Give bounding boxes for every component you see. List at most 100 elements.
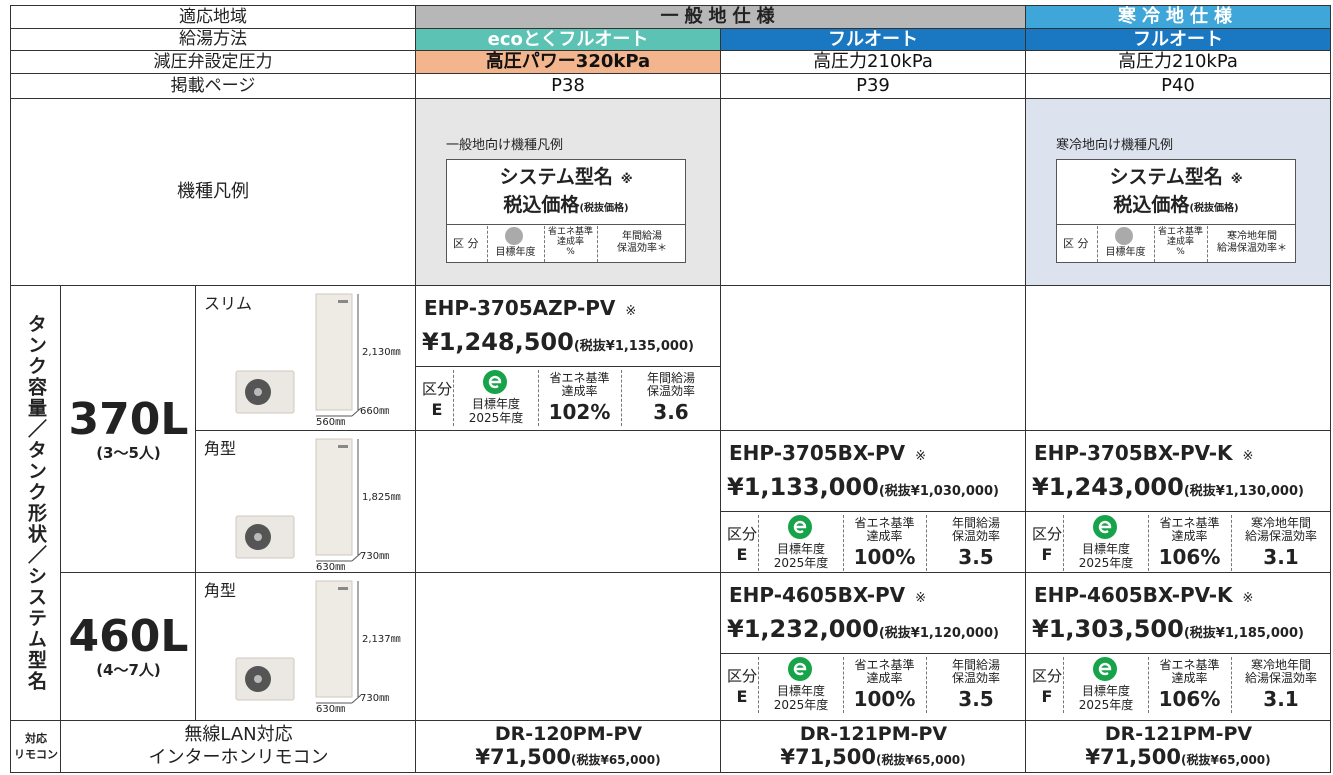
legend-name: システム型名 bbox=[1109, 166, 1223, 188]
unit-image bbox=[235, 438, 362, 562]
model-mark: ※ bbox=[915, 449, 927, 464]
model-price-row: ¥1,243,000(税抜¥1,130,000) bbox=[1032, 475, 1304, 499]
model-name: EHP-4605BX-PV-K bbox=[1034, 583, 1233, 607]
dash bbox=[1148, 657, 1149, 713]
model-cell: EHP-3705BX-PV ※ ¥1,133,000(税抜¥1,030,000) 区分… bbox=[720, 430, 1026, 573]
legend-price-row: 税込価格(税抜価格) bbox=[1057, 196, 1295, 215]
remote-price-ex: (税抜¥65,000) bbox=[571, 753, 661, 767]
dash bbox=[1231, 657, 1232, 713]
eco-icon bbox=[788, 657, 812, 681]
cell bbox=[720, 98, 1026, 286]
dash bbox=[487, 226, 488, 262]
divider bbox=[1057, 224, 1295, 225]
pressure-text: 高圧力210kPa bbox=[1118, 51, 1238, 72]
remote-desc: 無線LAN対応 bbox=[184, 724, 293, 745]
text: 寒冷地仕様 bbox=[1118, 6, 1238, 27]
legend-price-ex: (税抜価格) bbox=[1189, 203, 1239, 214]
unit-image bbox=[235, 293, 362, 417]
page-cell: P39 bbox=[720, 73, 1026, 99]
model-name: EHP-3705BX-PV bbox=[729, 441, 906, 465]
model-name-row: EHP-3705BX-PV ※ bbox=[729, 443, 926, 463]
page-text: P40 bbox=[1161, 75, 1195, 96]
page-cell: P40 bbox=[1025, 73, 1331, 99]
supply-text: ecoとくフルオート bbox=[487, 28, 649, 50]
dash bbox=[758, 515, 759, 571]
legend-mark: ※ bbox=[1230, 172, 1243, 186]
region-general: 一般地仕様 bbox=[415, 5, 1026, 29]
eco-e bbox=[1098, 662, 1112, 676]
model-mark: ※ bbox=[1242, 591, 1254, 606]
legend-cell: 一般地向け機種凡例 システム型名 ※ 税込価格(税抜価格) 区 分目標年度 省エネ基準 達成… bbox=[415, 98, 721, 286]
dash bbox=[621, 370, 622, 426]
cell: 減圧弁設定圧力 bbox=[10, 50, 416, 74]
page-text: P38 bbox=[551, 75, 585, 96]
tank-logo bbox=[338, 587, 348, 590]
remote-label: リモコン bbox=[14, 748, 58, 761]
text: 一般地仕様 bbox=[660, 6, 781, 27]
target-label: 目標年度 bbox=[471, 397, 520, 411]
remote-name: DR-121PM-PV bbox=[799, 723, 948, 745]
pressure-cell: 高圧力210kPa bbox=[720, 50, 1026, 74]
remote-price-ex: (税抜¥65,000) bbox=[876, 753, 966, 767]
eff-label: 保温効率 bbox=[951, 671, 1000, 685]
model-cell bbox=[415, 430, 721, 573]
dash bbox=[544, 226, 545, 262]
eff-value: 3.1 bbox=[1263, 545, 1299, 569]
legend-name-row: システム型名 ※ bbox=[447, 168, 685, 187]
page-text: P39 bbox=[856, 75, 890, 96]
model-cell bbox=[1025, 285, 1331, 431]
capacity-cell: 460L (4〜7人) bbox=[60, 572, 196, 721]
remote-price: ¥71,500 bbox=[475, 745, 571, 769]
eco-icon bbox=[1093, 515, 1117, 539]
legend-rate: 達成率 bbox=[1166, 237, 1194, 247]
shape: 角型 bbox=[204, 581, 237, 600]
eff-label: 年間給湯 bbox=[646, 371, 695, 385]
eff-label: 寒冷地年間 bbox=[1250, 658, 1311, 672]
legend-name: システム型名 bbox=[499, 166, 613, 188]
class-label: 区分 bbox=[727, 525, 758, 543]
eco-e bbox=[1098, 520, 1112, 534]
remote-cell: DR-120PM-PV ¥71,500(税抜¥65,000) bbox=[415, 720, 721, 773]
supply-cell: フルオート bbox=[720, 28, 1026, 51]
target-label: 目標年度 bbox=[776, 684, 825, 698]
model-cell: EHP-4605BX-PV-K ※ ¥1,303,500(税抜¥1,185,000)… bbox=[1025, 572, 1331, 721]
model-name-row: EHP-3705BX-PV-K ※ bbox=[1034, 443, 1253, 463]
legend-price: 税込価格 bbox=[1113, 194, 1190, 216]
dash bbox=[1231, 515, 1232, 571]
model-mark: ※ bbox=[915, 591, 927, 606]
pressure-text: 高圧パワー320kPa bbox=[485, 51, 651, 72]
supply-cell: フルオート bbox=[1025, 28, 1331, 51]
legend-rate: % bbox=[566, 247, 575, 257]
model-price: ¥1,232,000 bbox=[727, 615, 879, 643]
class-label: 区分 bbox=[1032, 525, 1063, 543]
legend-box: システム型名 ※ 税込価格(税抜価格) 区 分目標年度 省エネ基準 達成率% 寒冷地年間 給湯… bbox=[1056, 159, 1296, 263]
side-label: タンク容量／タンク形状／システム型名 bbox=[25, 314, 47, 692]
model-price: ¥1,303,500 bbox=[1032, 615, 1184, 643]
remote-desc-cell: 無線LAN対応 インターホンリモコン bbox=[60, 720, 416, 773]
dash bbox=[1063, 515, 1064, 571]
remote-label: 対応 bbox=[25, 732, 47, 745]
model-price-ex: (税抜¥1,120,000) bbox=[878, 626, 999, 641]
tank-logo bbox=[338, 445, 348, 448]
remote-cell: DR-121PM-PV ¥71,500(税抜¥65,000) bbox=[1025, 720, 1331, 773]
image-cell: 2,130㎜ 560㎜ 660㎜ スリム bbox=[195, 285, 416, 431]
legend-title: 寒冷地向け機種凡例 bbox=[1056, 138, 1174, 153]
people: (4〜7人) bbox=[96, 661, 161, 679]
legend-rate: 省エネ基準 bbox=[547, 227, 593, 237]
eco-icon bbox=[788, 515, 812, 539]
target-year: 2025年度 bbox=[468, 411, 524, 425]
pressure-text: 高圧力210kPa bbox=[813, 51, 933, 72]
eff-label: 給湯保温効率 bbox=[1244, 671, 1317, 685]
rate-label: 省エネ基準 bbox=[1159, 658, 1220, 672]
image-cell: 2,137㎜ 630㎜ 730㎜ 角型 bbox=[195, 572, 416, 721]
legend-target: 目標年度 bbox=[495, 247, 536, 258]
tank bbox=[315, 438, 353, 556]
class-value: E bbox=[736, 687, 748, 706]
model-cell: EHP-3705BX-PV-K ※ ¥1,243,000(税抜¥1,130,000)… bbox=[1025, 430, 1331, 573]
eff-label: 年間給湯 bbox=[951, 516, 1000, 530]
legend-eff: 寒冷地年間 bbox=[1227, 231, 1277, 242]
model-price-ex: (税抜¥1,030,000) bbox=[878, 484, 999, 499]
divider bbox=[721, 653, 1025, 654]
capacity: 460L bbox=[68, 611, 189, 662]
dim-depth: 730㎜ bbox=[360, 551, 390, 562]
